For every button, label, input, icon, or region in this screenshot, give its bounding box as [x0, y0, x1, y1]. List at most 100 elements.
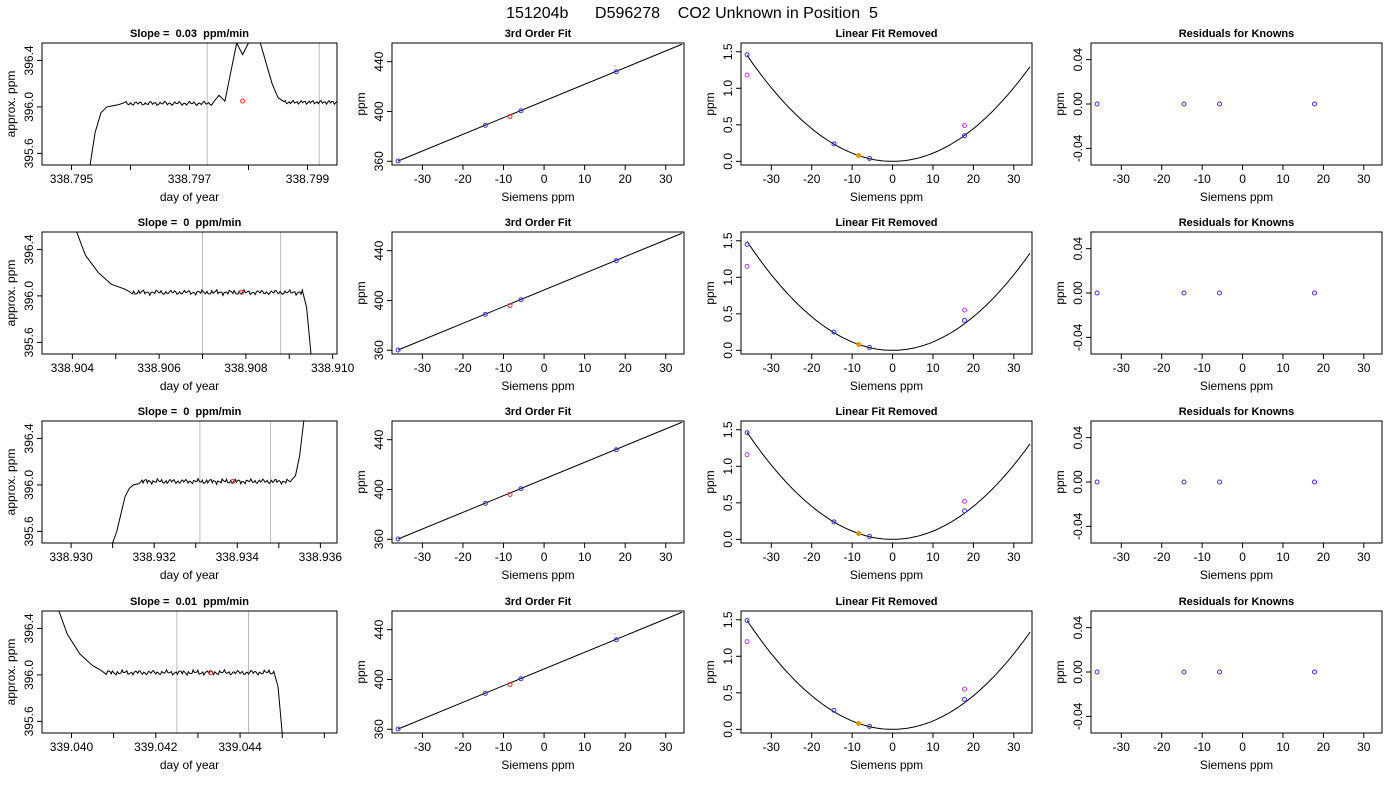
known-standard-point [613, 69, 619, 75]
residual-point [1217, 101, 1223, 107]
y-axis-label: approx. ppm [4, 260, 18, 327]
x-tick-label: 20 [967, 172, 981, 186]
x-tick-label: -10 [1193, 550, 1211, 564]
x-tick-label: -10 [1193, 361, 1211, 375]
x-tick-label: 20 [1317, 361, 1331, 375]
x-tick-label: 10 [926, 172, 940, 186]
x-tick-label: 339.040 [50, 740, 94, 754]
panel-residuals-4: Residuals for Knowns -30 -20 -10 0 10 20 30 -0.0… [1053, 596, 1383, 772]
panel-title: Slope = 0.03 ppm/min [130, 28, 249, 40]
y-tick-label: 360 [372, 719, 386, 739]
x-tick-label: 0 [541, 361, 548, 375]
plot-frame [740, 610, 1033, 734]
unknown-mean-point [240, 98, 246, 104]
x-tick-label: 338.908 [224, 361, 268, 375]
plot-frame [1090, 231, 1383, 355]
panel-residuals-3: Residuals for Knowns -30 -20 -10 0 10 20 30 -0.0… [1053, 406, 1383, 582]
x-tick-label: 30 [659, 361, 673, 375]
y-tick-label: 396.4 [22, 234, 36, 264]
known-standard-point [613, 258, 619, 264]
y-tick-label: 396.0 [22, 92, 36, 122]
panel-timeseries-4: Slope = 0.01 ppm/min 339.040 339.042 339.04… [4, 596, 338, 772]
plot-frame [41, 420, 338, 544]
plot-frame [1090, 42, 1383, 166]
known-standard-point [962, 317, 968, 323]
plot-area [744, 241, 1031, 351]
known-standard-point [613, 637, 619, 643]
unknown-mean-point [208, 670, 214, 676]
quadratic-curve [746, 432, 1031, 540]
x-tick-label: -30 [763, 361, 781, 375]
y-tick-label: 1.5 [721, 421, 735, 438]
x-tick-label: 20 [619, 550, 633, 564]
panel-title: Linear Fit Removed [835, 217, 937, 229]
x-tick-label: 30 [1007, 361, 1021, 375]
known-standard-point [482, 122, 488, 128]
x-tick-label: -10 [495, 740, 513, 754]
residual-point [1181, 101, 1187, 107]
known-standard-point [395, 158, 401, 164]
x-tick-label: 30 [659, 550, 673, 564]
plot-frame [391, 42, 685, 166]
panel-fit-2: 3rd Order Fit -30 -20 -10 0 10 20 30 360 400 440 Si… [354, 217, 685, 393]
panel-residual_fit-4: Linear Fit Removed -30 -20 -10 0 10 20 30 0.0 0.5… [703, 596, 1033, 772]
x-tick-label: 20 [1317, 172, 1331, 186]
figure-title: 151204b D596278 CO2 Unknown in Position … [506, 5, 878, 22]
y-tick-label: 395.6 [22, 327, 36, 357]
x-tick-label: 339.042 [134, 740, 178, 754]
panel-title: Slope = 0.01 ppm/min [130, 596, 249, 608]
residual-point [1181, 290, 1187, 296]
x-axis-label: Siemens ppm [501, 190, 574, 204]
unknown-point [856, 531, 862, 537]
y-tick-label: 0.00 [1071, 470, 1085, 494]
y-tick-label: 0.00 [1071, 281, 1085, 305]
panel-title: Slope = 0 ppm/min [138, 217, 242, 229]
concentration-trace [76, 232, 312, 354]
y-tick-label: 0.04 [1071, 616, 1085, 640]
residual-point [1181, 479, 1187, 485]
y-axis-label: approx. ppm [4, 639, 18, 706]
x-axis-label: Siemens ppm [850, 190, 923, 204]
known-standard-point [962, 508, 968, 514]
known-alt-point [962, 686, 968, 692]
plot-area [1094, 669, 1318, 675]
plot-area [112, 421, 305, 543]
panel-residual_fit-3: Linear Fit Removed -30 -20 -10 0 10 20 30 0.0 0.5… [703, 406, 1033, 582]
x-tick-label: -30 [414, 172, 432, 186]
x-tick-label: 338.795 [50, 172, 94, 186]
x-tick-label: 338.906 [137, 361, 181, 375]
x-axis-label: Siemens ppm [501, 379, 574, 393]
x-tick-label: 30 [1357, 740, 1371, 754]
x-tick-label: -10 [843, 550, 861, 564]
x-tick-label: 338.932 [132, 550, 176, 564]
quadratic-curve [746, 55, 1031, 162]
x-tick-label: -30 [1113, 550, 1131, 564]
x-tick-label: 10 [1276, 361, 1290, 375]
residual-point [1094, 101, 1100, 107]
x-tick-label: 338.930 [49, 550, 93, 564]
unknown-point [507, 681, 513, 687]
x-tick-label: -20 [1153, 361, 1171, 375]
plot-area [1094, 290, 1318, 296]
known-standard-point [518, 676, 524, 682]
x-tick-label: 339.044 [218, 740, 262, 754]
y-tick-label: 440 [372, 240, 386, 260]
residual-point [1312, 290, 1318, 296]
plot-area [395, 232, 683, 353]
plot-area [89, 43, 337, 165]
unknown-mean-point [230, 478, 236, 484]
x-tick-label: -20 [1153, 172, 1171, 186]
y-axis-label: ppm [354, 92, 368, 115]
panels-grid: Slope = 0.03 ppm/min 338.795 338.797 338.79… [4, 28, 1383, 772]
unknown-point [856, 153, 862, 159]
x-tick-label: 0 [889, 172, 896, 186]
y-tick-label: -0.04 [1071, 323, 1085, 351]
known-standard-point [744, 430, 750, 436]
known-standard-point [395, 536, 401, 542]
x-tick-label: 10 [1276, 740, 1290, 754]
plot-frame [1090, 420, 1383, 544]
plot-area [76, 232, 312, 354]
known-alt-point [962, 498, 968, 504]
panel-title: Slope = 0 ppm/min [138, 406, 242, 418]
x-tick-label: 0 [1239, 740, 1246, 754]
